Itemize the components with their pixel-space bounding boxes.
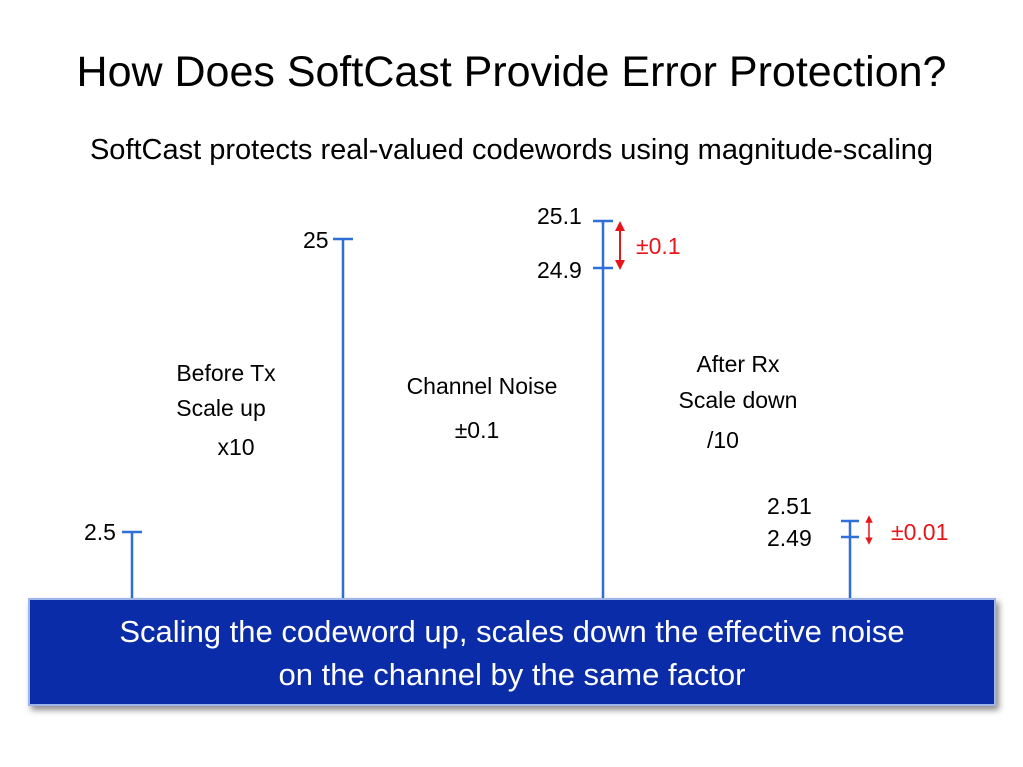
label-25.1: 25.1 [537, 203, 582, 229]
bar-rescaled [841, 519, 859, 604]
step-before-tx-line2: Scale up [176, 395, 266, 421]
label-24.9: 24.9 [537, 257, 582, 283]
slide-title: How Does SoftCast Provide Error Protecti… [76, 48, 947, 96]
label-2.51: 2.51 [767, 493, 812, 519]
bar-noisy [593, 219, 613, 604]
step-before-tx-line1: Before Tx [176, 360, 276, 386]
step-channel-line1: Channel Noise [406, 373, 558, 399]
bar-original [122, 530, 142, 604]
slide-subtitle: SoftCast protects real-valued codewords … [89, 134, 934, 166]
step-channel-line2: ±0.1 [454, 417, 500, 443]
summary-banner: Scaling the codeword up, scales down the… [28, 598, 996, 706]
step-before-tx-line3: x10 [217, 434, 255, 460]
step-channel: Channel Noise ±0.1 [382, 364, 582, 452]
step-after-rx: After Rx Scale down /10 [658, 346, 818, 458]
step-after-rx-line2: Scale down [678, 387, 798, 413]
summary-banner-line2: on the channel by the same factor [278, 657, 746, 692]
noise-label-small: ±0.01 [891, 519, 949, 545]
label-2.49: 2.49 [767, 525, 812, 551]
summary-banner-line1: Scaling the codeword up, scales down the… [119, 614, 905, 649]
noise-label-large: ±0.1 [636, 233, 681, 259]
label-25: 25 [303, 227, 329, 253]
step-before-tx: Before Tx Scale up x10 [156, 356, 296, 465]
step-after-rx-line1: After Rx [696, 351, 780, 377]
step-after-rx-line3: /10 [707, 427, 739, 453]
label-2.5: 2.5 [84, 519, 116, 545]
bar-scaled [333, 237, 353, 604]
